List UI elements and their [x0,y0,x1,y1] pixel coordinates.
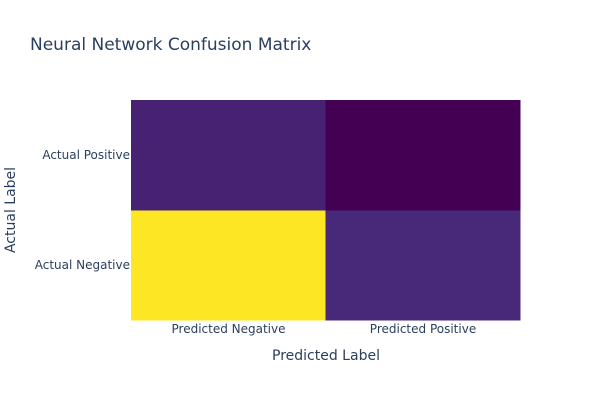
y-tick-label-actual-positive: Actual Positive [42,148,130,162]
heatmap-cell-actual-negative-predicted-positive [325,210,521,321]
x-tick-label-predicted-negative: Predicted Negative [172,322,286,336]
heatmap-cells [131,100,521,321]
heatmap-cell-actual-positive-predicted-negative [131,100,326,211]
heatmap-cell-actual-negative-predicted-negative [131,210,326,321]
y-tick-label-actual-negative: Actual Negative [35,258,130,272]
y-axis-title: Actual Label [3,167,19,253]
heatmap-cell-actual-positive-predicted-positive [325,100,521,211]
y-axis-ticks: Actual Negative Actual Positive [35,148,130,272]
chart-title: Neural Network Confusion Matrix [30,35,311,55]
x-tick-label-predicted-positive: Predicted Positive [370,322,476,336]
x-axis-ticks: Predicted Negative Predicted Positive [172,322,477,336]
x-axis-title: Predicted Label [272,348,380,364]
